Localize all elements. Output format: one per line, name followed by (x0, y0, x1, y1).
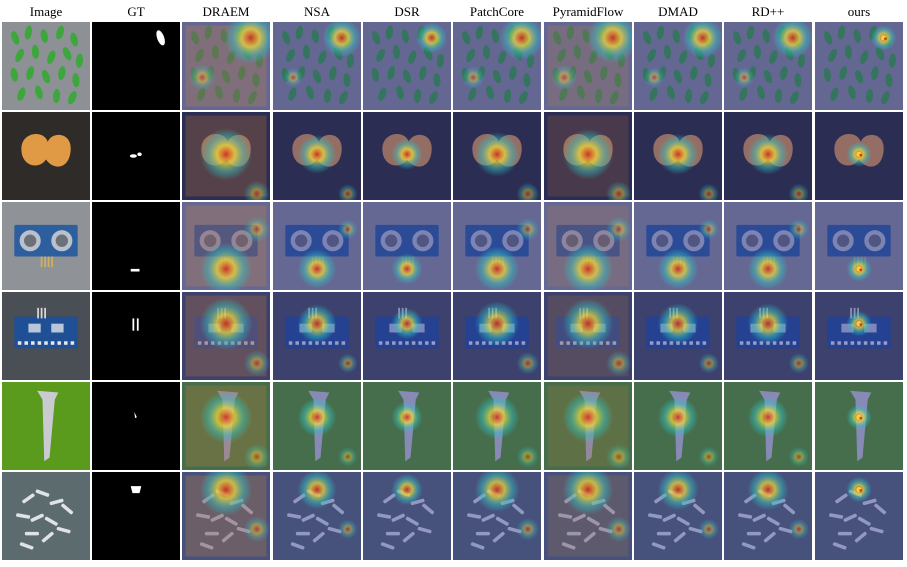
cell-circuit-board-pyramidflow (544, 292, 632, 380)
cell-sensor-board-gt (92, 202, 180, 290)
cell-pins-gt (92, 472, 180, 560)
cell-cashew-rd- (724, 112, 812, 200)
cell-circuit-board-image (2, 292, 90, 380)
cell-cashew-image (2, 112, 90, 200)
cell-pins-dmad (634, 472, 722, 560)
cell-spike-draem (182, 382, 270, 470)
cell-cashew-pyramidflow (544, 112, 632, 200)
cell-seeds-image (2, 22, 90, 110)
cell-circuit-board-gt (92, 292, 180, 380)
cell-sensor-board-dsr (363, 202, 451, 290)
column-header-patchcore: PatchCore (469, 4, 525, 19)
cell-spike-nsa (273, 382, 361, 470)
cell-seeds-patchcore (453, 22, 541, 110)
cell-seeds-dmad (634, 22, 722, 110)
cell-sensor-board-nsa (273, 202, 361, 290)
cell-circuit-board-rd- (724, 292, 812, 380)
cell-spike-rd- (724, 382, 812, 470)
cell-circuit-board-patchcore (453, 292, 541, 380)
cell-spike-gt (92, 382, 180, 470)
cell-seeds-rd- (724, 22, 812, 110)
cell-sensor-board-patchcore (453, 202, 541, 290)
cell-circuit-board-nsa (273, 292, 361, 380)
cell-spike-pyramidflow (544, 382, 632, 470)
cell-seeds-pyramidflow (544, 22, 632, 110)
cell-pins-draem (182, 472, 270, 560)
column-header-dmad: DMAD (658, 4, 698, 19)
cell-seeds-dsr (363, 22, 451, 110)
cell-spike-image (2, 382, 90, 470)
cell-sensor-board-pyramidflow (544, 202, 632, 290)
cell-seeds-ours (815, 22, 903, 110)
cell-seeds-gt (92, 22, 180, 110)
cell-cashew-dsr (363, 112, 451, 200)
column-header-rd-: RD++ (751, 4, 785, 19)
cell-circuit-board-draem (182, 292, 270, 380)
cell-cashew-patchcore (453, 112, 541, 200)
cell-spike-patchcore (453, 382, 541, 470)
cell-sensor-board-ours (815, 202, 903, 290)
cell-spike-dsr (363, 382, 451, 470)
cell-pins-dsr (363, 472, 451, 560)
cell-sensor-board-image (2, 202, 90, 290)
cell-cashew-ours (815, 112, 903, 200)
column-header-image: Image (29, 4, 63, 19)
cell-sensor-board-rd- (724, 202, 812, 290)
cell-cashew-nsa (273, 112, 361, 200)
cell-spike-ours (815, 382, 903, 470)
cell-cashew-draem (182, 112, 270, 200)
column-header-pyramidflow: PyramidFlow (552, 4, 624, 19)
cell-pins-image (2, 472, 90, 560)
cell-circuit-board-dmad (634, 292, 722, 380)
column-header-gt: GT (127, 4, 145, 19)
cell-seeds-nsa (273, 22, 361, 110)
column-header-nsa: NSA (303, 4, 330, 19)
cell-sensor-board-draem (182, 202, 270, 290)
cell-pins-ours (815, 472, 903, 560)
cell-cashew-dmad (634, 112, 722, 200)
column-header-draem: DRAEM (202, 4, 250, 19)
cell-pins-nsa (273, 472, 361, 560)
column-header-dsr: DSR (394, 4, 420, 19)
cell-pins-patchcore (453, 472, 541, 560)
cell-pins-rd- (724, 472, 812, 560)
cell-circuit-board-ours (815, 292, 903, 380)
cell-spike-dmad (634, 382, 722, 470)
cell-sensor-board-dmad (634, 202, 722, 290)
cell-cashew-gt (92, 112, 180, 200)
cell-seeds-draem (182, 22, 270, 110)
column-header-ours: ours (847, 4, 871, 19)
cell-circuit-board-dsr (363, 292, 451, 380)
cell-pins-pyramidflow (544, 472, 632, 560)
